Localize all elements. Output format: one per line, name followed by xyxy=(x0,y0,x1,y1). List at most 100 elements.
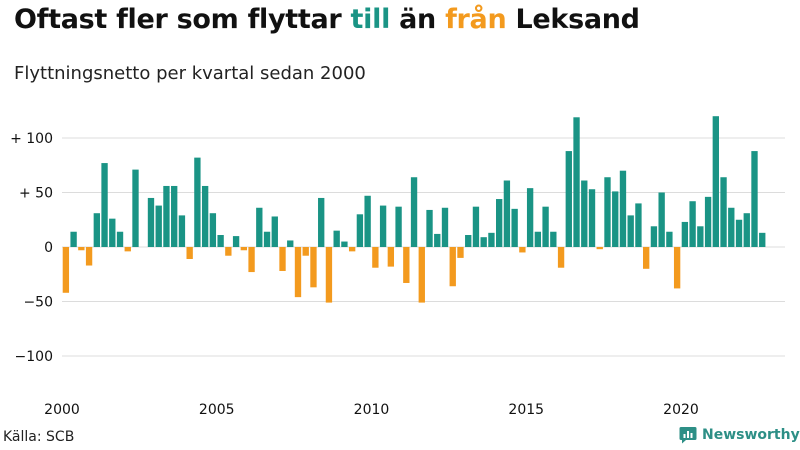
bar xyxy=(279,247,286,271)
title-part-3: Leksand xyxy=(506,4,640,35)
bar xyxy=(248,247,255,273)
bar xyxy=(232,236,240,247)
bar xyxy=(550,231,557,247)
y-tick-label: + 100 xyxy=(10,131,53,147)
bar xyxy=(673,247,681,289)
bar xyxy=(751,151,758,247)
bar xyxy=(294,247,302,298)
bar xyxy=(78,247,85,251)
bar xyxy=(704,196,712,247)
bar xyxy=(318,197,325,247)
bar xyxy=(480,237,487,247)
bar xyxy=(612,191,619,247)
chart-title: Oftast fler som flyttar till än från Lek… xyxy=(14,4,640,35)
bar xyxy=(101,163,108,247)
bar xyxy=(658,192,665,247)
bar xyxy=(596,247,603,250)
x-axis-ticks: 2000 2005 2010 2015 2020 xyxy=(44,402,699,418)
bar xyxy=(712,116,719,247)
source-note: Källa: SCB xyxy=(3,429,75,445)
bar xyxy=(348,247,356,252)
bar xyxy=(271,216,278,247)
bar xyxy=(635,203,642,247)
bar xyxy=(310,247,317,288)
x-tick-label: 2000 xyxy=(44,402,80,418)
bar xyxy=(720,177,727,247)
bar xyxy=(85,247,93,266)
bar xyxy=(573,117,580,247)
newsworthy-logo-icon xyxy=(679,427,697,444)
bar xyxy=(503,180,511,247)
bar xyxy=(557,247,565,268)
bar xyxy=(434,233,441,247)
bar xyxy=(93,213,100,247)
bar xyxy=(465,235,472,247)
chart-subtitle: Flyttningsnetto per kvartal sedan 2000 xyxy=(14,63,366,84)
y-tick-label: −100 xyxy=(15,349,53,365)
bar xyxy=(457,247,464,258)
bar xyxy=(488,232,495,247)
bar xyxy=(333,230,340,247)
bar xyxy=(496,199,503,247)
bar xyxy=(287,240,294,247)
bar xyxy=(364,195,371,247)
bar xyxy=(302,247,309,256)
bar xyxy=(689,201,696,247)
bar xyxy=(341,241,348,247)
y-tick-label: 0 xyxy=(44,240,53,256)
bar xyxy=(372,247,379,268)
bar xyxy=(650,226,658,247)
title-till: till xyxy=(350,4,391,35)
bar xyxy=(410,177,418,247)
bar xyxy=(441,207,449,247)
brand-name: Newsworthy xyxy=(702,427,800,443)
bar xyxy=(519,247,526,253)
bar xyxy=(697,226,704,247)
bar xyxy=(426,209,433,247)
bar xyxy=(256,207,263,247)
bar xyxy=(147,197,155,247)
bar xyxy=(581,180,588,247)
bars xyxy=(62,116,766,303)
bar xyxy=(643,247,650,269)
bar xyxy=(472,206,480,247)
bar xyxy=(62,247,70,293)
y-tick-label: + 50 xyxy=(19,186,53,202)
bar xyxy=(171,185,178,247)
x-tick-label: 2015 xyxy=(508,402,544,418)
bar xyxy=(743,213,750,247)
bar xyxy=(209,213,217,247)
bar xyxy=(263,231,271,247)
bar xyxy=(759,232,766,247)
x-tick-label: 2005 xyxy=(199,402,235,418)
x-tick-label: 2020 xyxy=(663,402,699,418)
bar xyxy=(666,231,673,247)
bar xyxy=(240,247,247,251)
bar xyxy=(588,189,596,247)
newsworthy-logo: Newsworthy xyxy=(679,426,800,444)
bar xyxy=(163,185,170,247)
bar xyxy=(116,231,124,247)
bar xyxy=(124,247,131,252)
bar xyxy=(201,185,209,247)
bar xyxy=(604,177,611,247)
y-tick-label: −50 xyxy=(23,295,53,311)
bar xyxy=(565,151,572,247)
bar xyxy=(155,205,162,247)
bar xyxy=(225,247,232,256)
bar xyxy=(619,170,627,247)
bar xyxy=(627,215,634,247)
bar xyxy=(387,247,395,267)
x-tick-label: 2010 xyxy=(354,402,390,418)
bar xyxy=(356,214,364,247)
bar xyxy=(735,219,743,247)
bar xyxy=(526,188,534,247)
bar xyxy=(542,206,549,247)
y-axis-ticks: + 100 + 50 0 −50 −100 xyxy=(10,131,53,365)
bar xyxy=(403,247,410,283)
bar xyxy=(534,231,542,247)
bar xyxy=(511,208,518,247)
title-part-1: Oftast fler som flyttar xyxy=(14,4,351,35)
bar xyxy=(681,221,689,247)
